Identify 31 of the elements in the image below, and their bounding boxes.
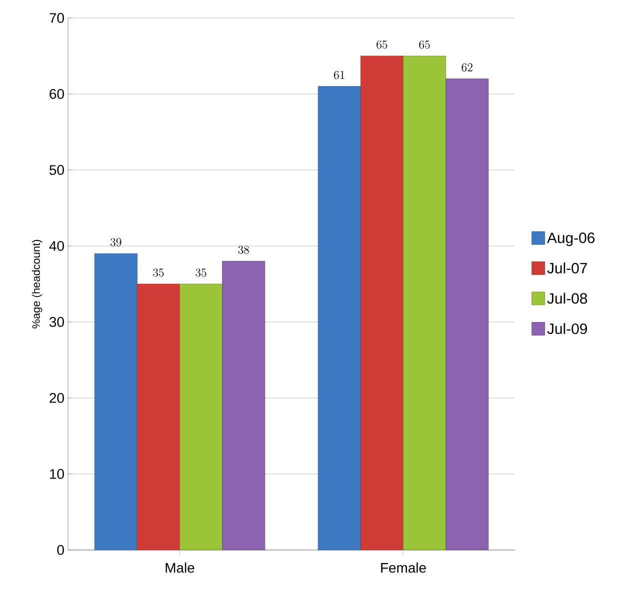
- y-tick-label: 60: [50, 89, 64, 99]
- data-label: 38: [238, 246, 249, 254]
- bar: [222, 260, 266, 550]
- bar: [403, 56, 446, 550]
- bar: [136, 284, 180, 550]
- y-tick-label: 50: [50, 165, 64, 175]
- data-label: 65: [376, 40, 388, 49]
- legend-label: Jul-09: [547, 323, 587, 334]
- data-label: 35: [153, 268, 164, 277]
- legend-label: Jul-08: [547, 292, 588, 304]
- bar: [318, 86, 361, 550]
- y-tick-label: 0: [57, 545, 64, 555]
- x-tick-label: Male: [166, 562, 194, 573]
- y-tick-label: 20: [50, 393, 64, 403]
- bar: [94, 253, 138, 550]
- y-tick-label: 70: [50, 13, 64, 23]
- data-label: 62: [462, 63, 472, 72]
- bar: [446, 78, 489, 550]
- y-tick-label: 30: [50, 317, 64, 327]
- y-tick-label: 10: [50, 469, 64, 479]
- y-tick-label: 40: [49, 241, 64, 251]
- bar: [180, 284, 223, 550]
- bar: [360, 56, 404, 550]
- legend-label: Jul-07: [547, 262, 587, 274]
- data-label: 35: [196, 268, 206, 277]
- x-tick-label: Female: [381, 562, 426, 573]
- y-axis-title: %age (headcount): [32, 240, 42, 328]
- data-label: 61: [334, 70, 344, 80]
- data-label: 39: [110, 238, 122, 246]
- legend-label: Aug-06: [547, 232, 595, 246]
- data-label: 65: [419, 40, 430, 49]
